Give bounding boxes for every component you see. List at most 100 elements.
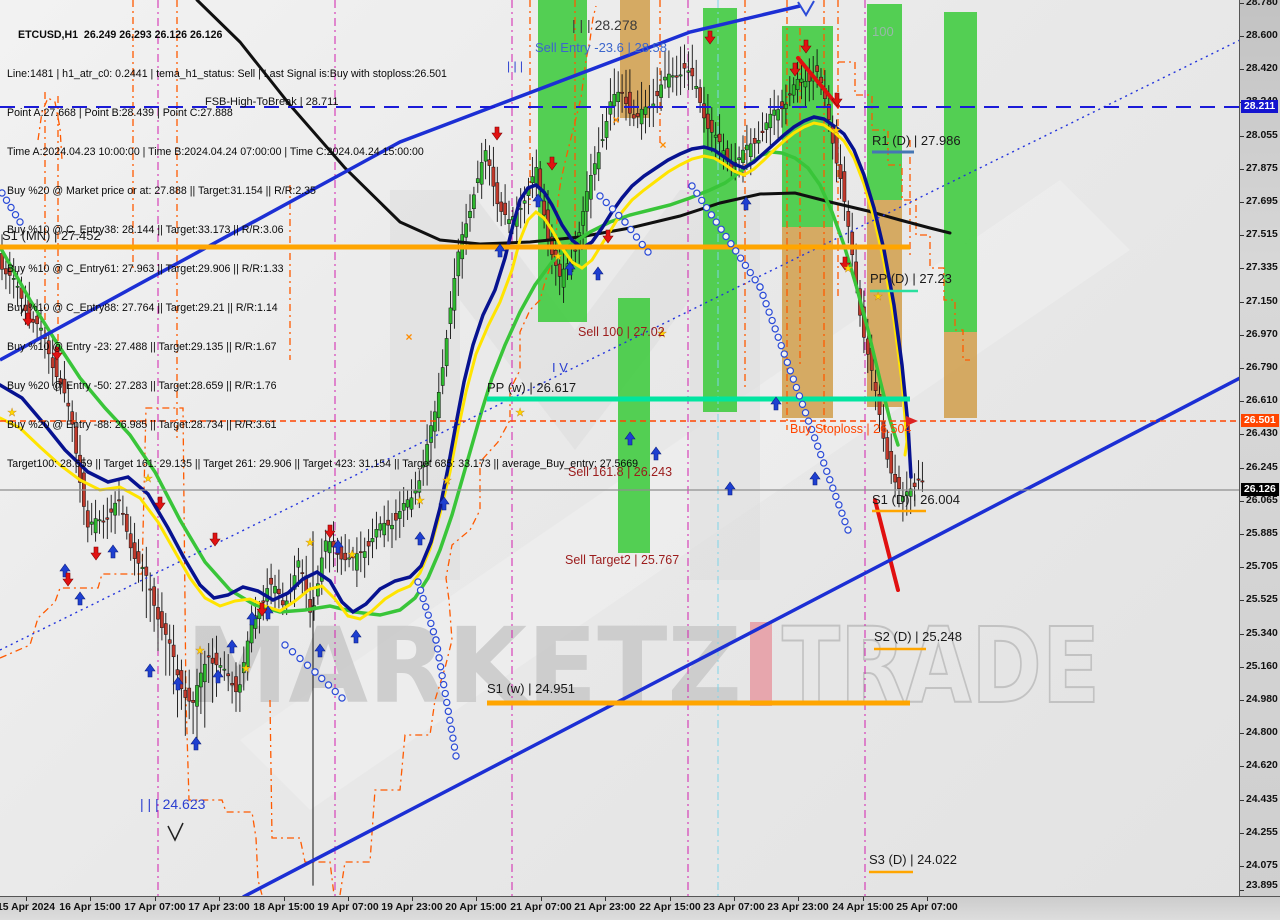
current-price-badge: 26.126 bbox=[1241, 482, 1279, 496]
watermark-left: MARKETZ bbox=[186, 605, 742, 727]
chart-label: S1 (MN) | 27.452 bbox=[2, 228, 101, 243]
chart-label: Sell 100 | 27.02 bbox=[578, 325, 665, 339]
buy-arrow-icon bbox=[212, 669, 224, 684]
signal-red-segment bbox=[873, 498, 900, 592]
price-label: 24.620 bbox=[1246, 760, 1278, 772]
fsb-level-badge: 28.211 bbox=[1241, 100, 1279, 113]
sell-arrow-icon bbox=[51, 346, 63, 361]
buy-arrow-icon bbox=[532, 193, 544, 208]
x-mark-icon: × bbox=[659, 138, 666, 152]
resistance-line[interactable] bbox=[0, 4, 801, 362]
x-mark-icon: × bbox=[612, 113, 619, 127]
zone-rect bbox=[944, 12, 977, 332]
buy-arrow-icon bbox=[740, 196, 752, 211]
time-label: 21 Apr 23:00 bbox=[574, 902, 636, 913]
axis-tick bbox=[1240, 301, 1244, 303]
buy-arrow-icon bbox=[494, 243, 506, 258]
time-label: 17 Apr 23:00 bbox=[188, 902, 250, 913]
chart-label: PP (w) | 26.617 bbox=[487, 380, 576, 395]
sell-arrow-icon bbox=[491, 126, 503, 141]
star-icon: ★ bbox=[553, 251, 563, 263]
chart-labels: | | | 28.278 Sell Entry -23.6 | 28.58 | | … bbox=[2, 17, 962, 867]
axis-tick bbox=[1240, 467, 1244, 469]
price-label: 25.160 bbox=[1246, 661, 1278, 673]
star-icon: ★ bbox=[241, 663, 251, 675]
price-axis[interactable]: 28.78028.60028.42028.24028.05527.87527.6… bbox=[1239, 0, 1280, 897]
chart-label: | | | 28.278 bbox=[572, 17, 638, 33]
axis-tick bbox=[1240, 68, 1244, 70]
axis-tick bbox=[1240, 634, 1244, 636]
chart-plot-area[interactable]: MARKETZ TRADE ★ ★ ★ ★ ★ ★ ★ ★ ★ ★ ★ ★ ★ ★ × × × | | | 28.27… bbox=[0, 0, 1240, 897]
stoploss-badge: 26.501 bbox=[1241, 413, 1279, 427]
zone-rect bbox=[867, 4, 902, 200]
time-label: 19 Apr 23:00 bbox=[381, 902, 443, 913]
info-line: Time A:2024.04.23 10:00:00 | Time B:2024… bbox=[7, 146, 424, 158]
time-axis[interactable]: 15 Apr 2024 16 Apr 15:00 17 Apr 07:00 17 Ap… bbox=[0, 896, 1280, 920]
buy-arrow-icon bbox=[144, 663, 156, 678]
buy-arrow-icon bbox=[314, 643, 326, 658]
sell-arrow-icon bbox=[62, 572, 74, 587]
sell-arrow-icon bbox=[800, 39, 812, 54]
price-label: 28.600 bbox=[1246, 29, 1278, 41]
info-line: Buy %20 @ Market price or at: 27.888 || … bbox=[7, 185, 316, 197]
axis-tick bbox=[1240, 890, 1244, 891]
price-levels[interactable] bbox=[0, 106, 1240, 874]
sell-arrow-icon bbox=[789, 62, 801, 77]
star-icon: ★ bbox=[305, 537, 315, 549]
price-label: 23.895 bbox=[1246, 880, 1278, 891]
zone-rect bbox=[944, 332, 977, 418]
time-label: 20 Apr 15:00 bbox=[445, 902, 507, 913]
sell-arrow-icon bbox=[546, 156, 558, 171]
info-line: Buy %10 @ C_Entry88: 27.764 || Target:29… bbox=[7, 302, 278, 314]
axis-tick bbox=[927, 897, 928, 901]
axis-tick bbox=[1240, 667, 1244, 669]
trend-lines[interactable] bbox=[0, 4, 1240, 897]
time-label: 19 Apr 07:00 bbox=[317, 902, 379, 913]
watermark-shapes bbox=[240, 180, 1130, 810]
time-label: 23 Apr 23:00 bbox=[767, 902, 829, 913]
axis-tick bbox=[1240, 567, 1244, 569]
x-mark-icon: × bbox=[405, 330, 412, 344]
axis-tick bbox=[541, 897, 542, 901]
price-label: 28.055 bbox=[1246, 129, 1278, 141]
zone-rect bbox=[618, 298, 650, 553]
axis-tick bbox=[1240, 800, 1244, 802]
price-label: 26.970 bbox=[1246, 328, 1278, 340]
sell-arrow-icon bbox=[256, 602, 268, 617]
buy-arrow-icon bbox=[59, 563, 71, 578]
buy-arrow-icon bbox=[564, 261, 576, 276]
axis-tick bbox=[348, 897, 349, 901]
zone-rect bbox=[867, 200, 902, 407]
buy-arrow-icon bbox=[650, 446, 662, 461]
info-line: Buy %10 @ C_Entry61: 27.963 || Target:29… bbox=[7, 263, 284, 275]
dotted-trend-line[interactable] bbox=[0, 39, 1240, 651]
price-label: 24.075 bbox=[1246, 860, 1278, 872]
buy-arrow-icon bbox=[246, 611, 258, 626]
axis-tick bbox=[1240, 135, 1244, 137]
buy-arrow-icon bbox=[592, 266, 604, 281]
sell-arrow-icon bbox=[831, 92, 843, 107]
price-label: 26.610 bbox=[1246, 394, 1278, 406]
axis-tick bbox=[155, 897, 156, 901]
star-icon: ★ bbox=[7, 407, 17, 419]
axis-tick bbox=[798, 897, 799, 901]
axis-tick bbox=[1240, 866, 1244, 868]
price-chart-canvas[interactable]: MARKETZ TRADE★★★★★★★★★★★★★★×××| | | 28.27… bbox=[0, 0, 1240, 897]
signal-arrows: ★ ★ ★ ★ ★ ★ ★ ★ ★ ★ ★ ★ ★ ★ × × × bbox=[7, 0, 918, 842]
sell-arrow-icon bbox=[154, 496, 166, 511]
time-label: 21 Apr 07:00 bbox=[510, 902, 572, 913]
time-label: 17 Apr 07:00 bbox=[124, 902, 186, 913]
uptrend-line[interactable] bbox=[242, 376, 1240, 897]
time-label: 24 Apr 15:00 bbox=[832, 902, 894, 913]
price-label: 24.800 bbox=[1246, 727, 1278, 739]
axis-tick bbox=[734, 897, 735, 901]
info-line: Line:1481 | h1_atr_c0: 0.2441 | tema_h1_… bbox=[7, 68, 447, 80]
axis-tick bbox=[1240, 700, 1244, 702]
axis-tick bbox=[476, 897, 477, 901]
tema-navy bbox=[0, 115, 913, 615]
chart-info-panel: ETCUSD,H1 26.249 26.293 26.126 26.126 Li… bbox=[7, 3, 638, 497]
star-icon: ★ bbox=[657, 328, 667, 340]
axis-tick bbox=[1240, 600, 1244, 602]
price-label: 26.065 bbox=[1246, 495, 1278, 506]
price-label: 24.435 bbox=[1246, 794, 1278, 806]
